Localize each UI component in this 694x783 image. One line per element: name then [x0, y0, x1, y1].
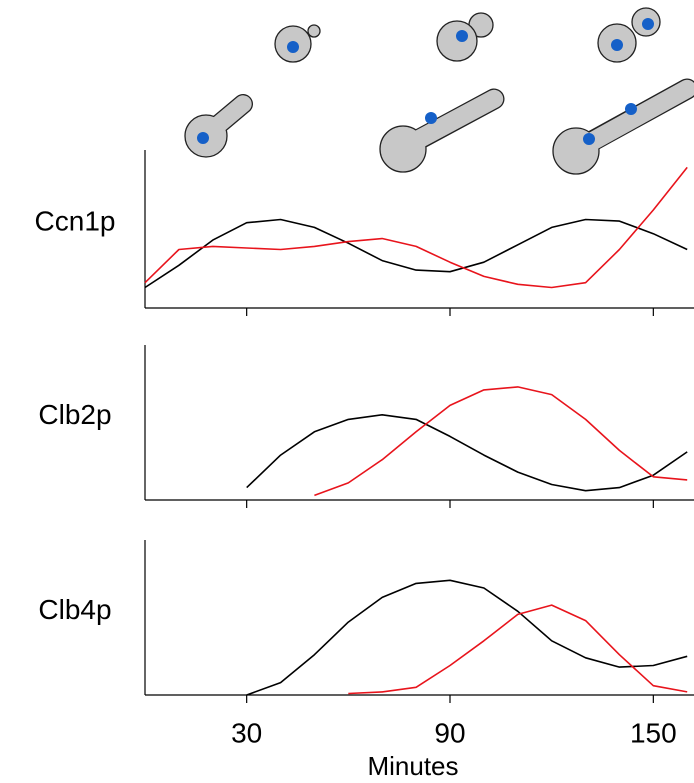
panel-label: Clb2p — [38, 399, 111, 430]
x-tick-label: 30 — [231, 717, 262, 748]
panel-label: Ccn1p — [35, 205, 116, 236]
series-line — [348, 604, 688, 695]
x-axis-title: Minutes — [367, 751, 458, 781]
cell-illustrations — [184, 7, 694, 175]
series-line — [246, 414, 688, 492]
panel-label: Clb4p — [38, 594, 111, 625]
series-line — [144, 218, 688, 289]
x-tick-label: 150 — [630, 717, 677, 748]
series-line — [314, 386, 688, 497]
series-line — [144, 166, 688, 289]
x-tick-label: 90 — [434, 717, 465, 748]
series-line — [246, 579, 688, 696]
